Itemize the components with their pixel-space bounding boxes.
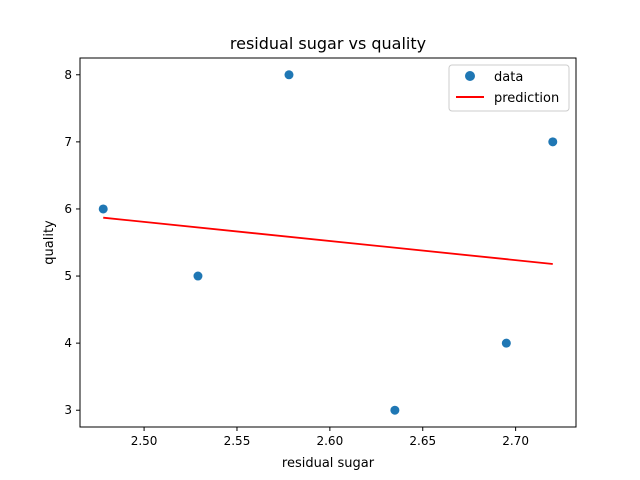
y-tick-label: 8 [64, 68, 72, 82]
legend-label-prediction: prediction [494, 91, 559, 106]
data-point [548, 137, 558, 147]
x-tick-label: 2.60 [316, 434, 343, 448]
legend: data prediction [448, 64, 570, 112]
data-point [193, 271, 203, 281]
x-axis-label: residual sugar [282, 456, 375, 471]
y-axis-label: quality [42, 220, 57, 265]
x-axis-ticks: 2.50 2.55 2.60 2.65 2.70 [131, 427, 529, 448]
x-tick-label: 2.65 [409, 434, 436, 448]
y-tick-label: 3 [64, 403, 72, 417]
data-point [98, 204, 108, 214]
x-tick-label: 2.70 [502, 434, 529, 448]
x-tick-label: 2.55 [224, 434, 251, 448]
x-tick-label: 2.50 [131, 434, 158, 448]
data-point [501, 338, 511, 348]
plot-area [80, 58, 576, 427]
legend-box [448, 64, 570, 112]
prediction-line [103, 216, 553, 265]
y-tick-label: 6 [64, 202, 72, 216]
series-layer [98, 70, 558, 415]
plot-frame [79, 57, 577, 428]
data-point [390, 405, 400, 415]
legend-label-data: data [494, 70, 523, 85]
legend-marker-data [465, 71, 475, 81]
y-tick-label: 5 [64, 269, 72, 283]
data-point [284, 70, 294, 80]
y-axis-ticks: 3 4 5 6 7 8 [64, 68, 80, 417]
chart-title: residual sugar vs quality [230, 34, 426, 53]
y-tick-label: 7 [64, 135, 72, 149]
y-tick-label: 4 [64, 336, 72, 350]
